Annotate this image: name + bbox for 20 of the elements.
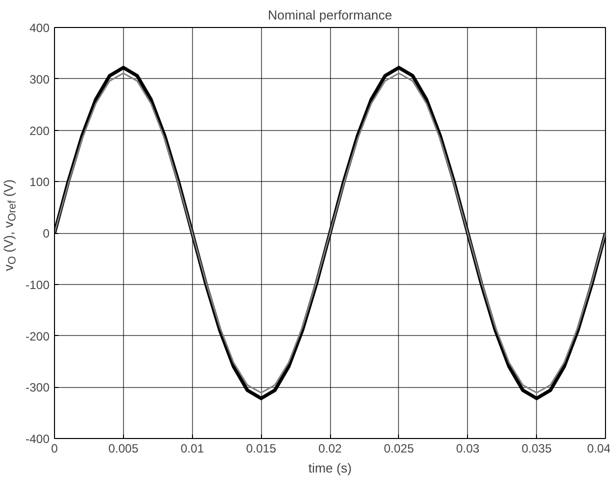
x-tick-label: 0.015: [246, 442, 276, 456]
y-tick-label: 300: [29, 72, 50, 86]
x-tick-label: 0.04: [587, 442, 611, 456]
x-tick-label: 0.01: [180, 442, 204, 456]
x-tick-label: 0: [51, 442, 58, 456]
x-tick-label: 0.005: [108, 442, 139, 456]
y-tick-label: -200: [25, 329, 50, 344]
x-tick-label: 0.035: [522, 442, 552, 456]
y-tick-label: -400: [25, 432, 50, 446]
x-tick-label: 0.025: [384, 442, 414, 456]
x-tick-label: 0.03: [456, 442, 480, 456]
y-tick-label: 400: [29, 21, 50, 35]
y-tick-label: -300: [25, 380, 50, 395]
y-tick-label: -100: [25, 278, 50, 292]
x-tick-label: 0.02: [318, 442, 342, 456]
y-tick-label: 100: [29, 175, 50, 190]
y-tick-label: 0: [42, 226, 50, 240]
chart-title: Nominal performance: [268, 8, 392, 22]
x-axis-title: time (s): [308, 460, 352, 476]
y-tick-label: 200: [29, 124, 50, 138]
